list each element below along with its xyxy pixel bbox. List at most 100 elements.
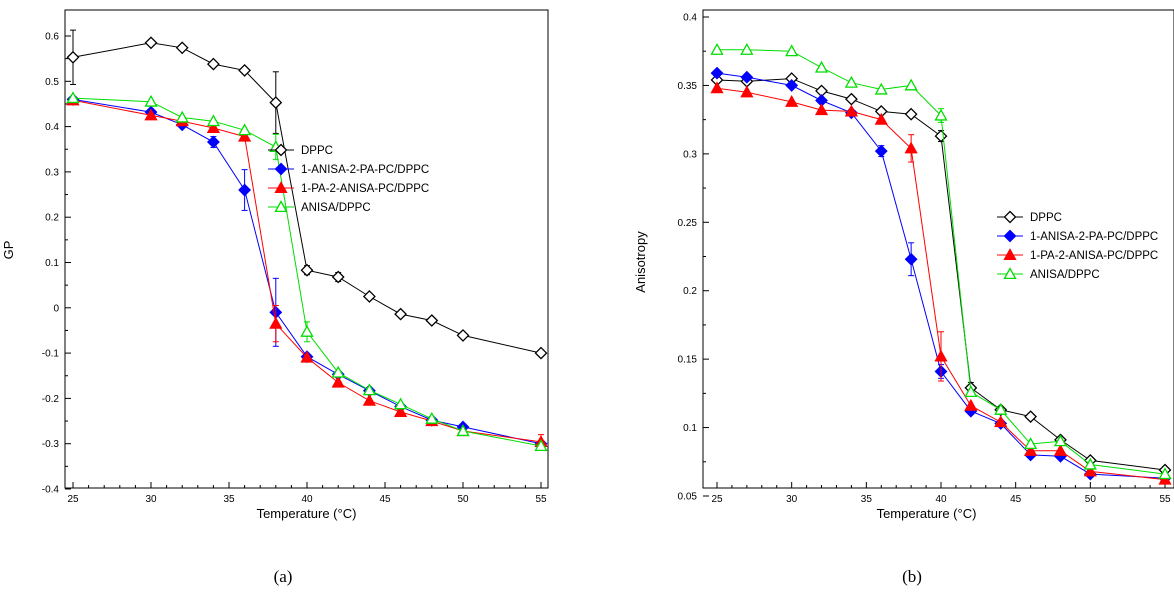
legend-marker bbox=[1003, 248, 1017, 261]
x-tick-label: 55 bbox=[535, 494, 547, 505]
panel-label: (b) bbox=[902, 567, 922, 586]
legend-label: DPPC bbox=[1030, 212, 1062, 224]
data-point bbox=[534, 346, 548, 360]
data-point bbox=[785, 79, 799, 92]
data-point bbox=[934, 129, 948, 143]
data-point bbox=[393, 397, 408, 410]
y-tick-label: 0.2 bbox=[45, 213, 59, 224]
y-tick-label: 0.35 bbox=[678, 81, 698, 92]
y-tick-label: 0.25 bbox=[678, 218, 698, 229]
data-point bbox=[740, 70, 754, 84]
data-point bbox=[904, 252, 918, 266]
x-tick-label: 30 bbox=[145, 494, 157, 505]
x-tick-label: 50 bbox=[1085, 494, 1097, 505]
y-tick-label: 0.3 bbox=[683, 149, 697, 160]
y-tick-label: 0.05 bbox=[678, 492, 698, 503]
y-tick-label: 0.1 bbox=[45, 258, 59, 269]
data-point bbox=[874, 82, 888, 95]
legend-marker bbox=[1003, 229, 1017, 243]
data-point bbox=[844, 75, 859, 88]
x-tick-label: 25 bbox=[711, 494, 723, 505]
y-tick-label: -0.1 bbox=[42, 349, 60, 360]
data-point bbox=[964, 385, 978, 398]
data-point bbox=[362, 290, 376, 303]
y-tick-label: 0 bbox=[53, 303, 59, 314]
x-tick-label: 30 bbox=[786, 494, 798, 505]
legend-label: 1-ANISA-2-PA-PC/DPPC bbox=[301, 164, 429, 176]
data-point bbox=[425, 314, 439, 327]
y-axis-label: Anisotropy bbox=[633, 231, 648, 293]
data-point bbox=[269, 316, 283, 329]
data-point bbox=[269, 96, 283, 110]
chart-panel-b: 0.05 0.1 0.15 0.2 0.25 0.3 0.35 0.4 25 30 35 40 45 50… bbox=[633, 9, 1174, 586]
y-tick-label: 0.3 bbox=[45, 167, 59, 178]
legend-marker bbox=[1003, 267, 1017, 280]
data-point bbox=[238, 64, 252, 77]
data-point bbox=[362, 383, 377, 396]
data-point bbox=[785, 44, 799, 57]
x-tick-label: 55 bbox=[1159, 494, 1171, 505]
data-point bbox=[1024, 410, 1038, 424]
data-point bbox=[66, 91, 80, 104]
x-tick-label: 35 bbox=[861, 494, 873, 505]
series-2 bbox=[710, 81, 1172, 485]
data-point bbox=[844, 92, 858, 106]
y-tick-label: 0.15 bbox=[678, 355, 698, 366]
data-point bbox=[904, 141, 918, 154]
data-point bbox=[331, 375, 345, 388]
data-point bbox=[175, 110, 189, 123]
legend-marker bbox=[274, 143, 288, 157]
legend-label: 1-PA-2-ANISA-PC/DPPC bbox=[301, 183, 429, 195]
data-point bbox=[710, 81, 724, 94]
legend: DPPC 1-ANISA-2-PA-PC/DPPC 1-PA-2-ANISA-PC/… bbox=[997, 210, 1158, 281]
legend-label: 1-ANISA-2-PA-PC/DPPC bbox=[1030, 231, 1158, 243]
data-point bbox=[534, 439, 548, 452]
data-point bbox=[393, 405, 408, 418]
series-0 bbox=[710, 72, 1172, 477]
chart-panel-a: -0.4 -0.3 -0.2 -0.1 0 0.1 0.2 0.3 0.4 0.5 0.6 25 30 3… bbox=[1, 9, 549, 586]
data-point bbox=[175, 41, 189, 55]
data-point bbox=[300, 324, 314, 337]
y-tick-label: 0.6 bbox=[45, 32, 59, 43]
data-point bbox=[1083, 457, 1097, 470]
data-point bbox=[206, 135, 220, 149]
series-3 bbox=[66, 91, 548, 452]
x-tick-label: 45 bbox=[1010, 494, 1022, 505]
x-axis-label: Temperature (°C) bbox=[257, 506, 357, 521]
data-point bbox=[1053, 434, 1068, 447]
data-point bbox=[844, 104, 859, 117]
data-point bbox=[710, 43, 724, 55]
data-point bbox=[1053, 443, 1068, 456]
data-point bbox=[994, 415, 1008, 428]
data-point bbox=[144, 94, 158, 107]
x-tick-label: 50 bbox=[457, 494, 469, 505]
x-tick-label: 45 bbox=[379, 494, 391, 505]
data-point bbox=[238, 183, 252, 197]
data-point bbox=[814, 103, 829, 116]
data-point bbox=[237, 129, 252, 142]
data-point bbox=[904, 107, 918, 121]
data-point bbox=[300, 350, 314, 363]
y-tick-label: 0.1 bbox=[683, 423, 697, 434]
data-point bbox=[874, 112, 888, 125]
y-tick-label: -0.3 bbox=[42, 439, 60, 450]
data-point bbox=[710, 66, 724, 80]
data-point bbox=[237, 123, 252, 136]
plot-frame bbox=[702, 9, 1174, 489]
y-axis-label: GP bbox=[1, 241, 16, 260]
legend-marker bbox=[274, 200, 288, 213]
data-point bbox=[934, 108, 948, 121]
data-point bbox=[456, 329, 470, 342]
data-point bbox=[394, 307, 408, 321]
y-tick-label: -0.2 bbox=[42, 394, 60, 405]
plot-frame bbox=[64, 9, 549, 489]
data-point bbox=[300, 263, 314, 277]
data-point bbox=[874, 144, 888, 158]
y-tick-label: 0.5 bbox=[45, 77, 59, 88]
data-point bbox=[206, 114, 221, 127]
data-point bbox=[964, 398, 978, 411]
data-point bbox=[814, 60, 829, 73]
series-line bbox=[716, 78, 1166, 471]
data-point bbox=[331, 270, 345, 284]
